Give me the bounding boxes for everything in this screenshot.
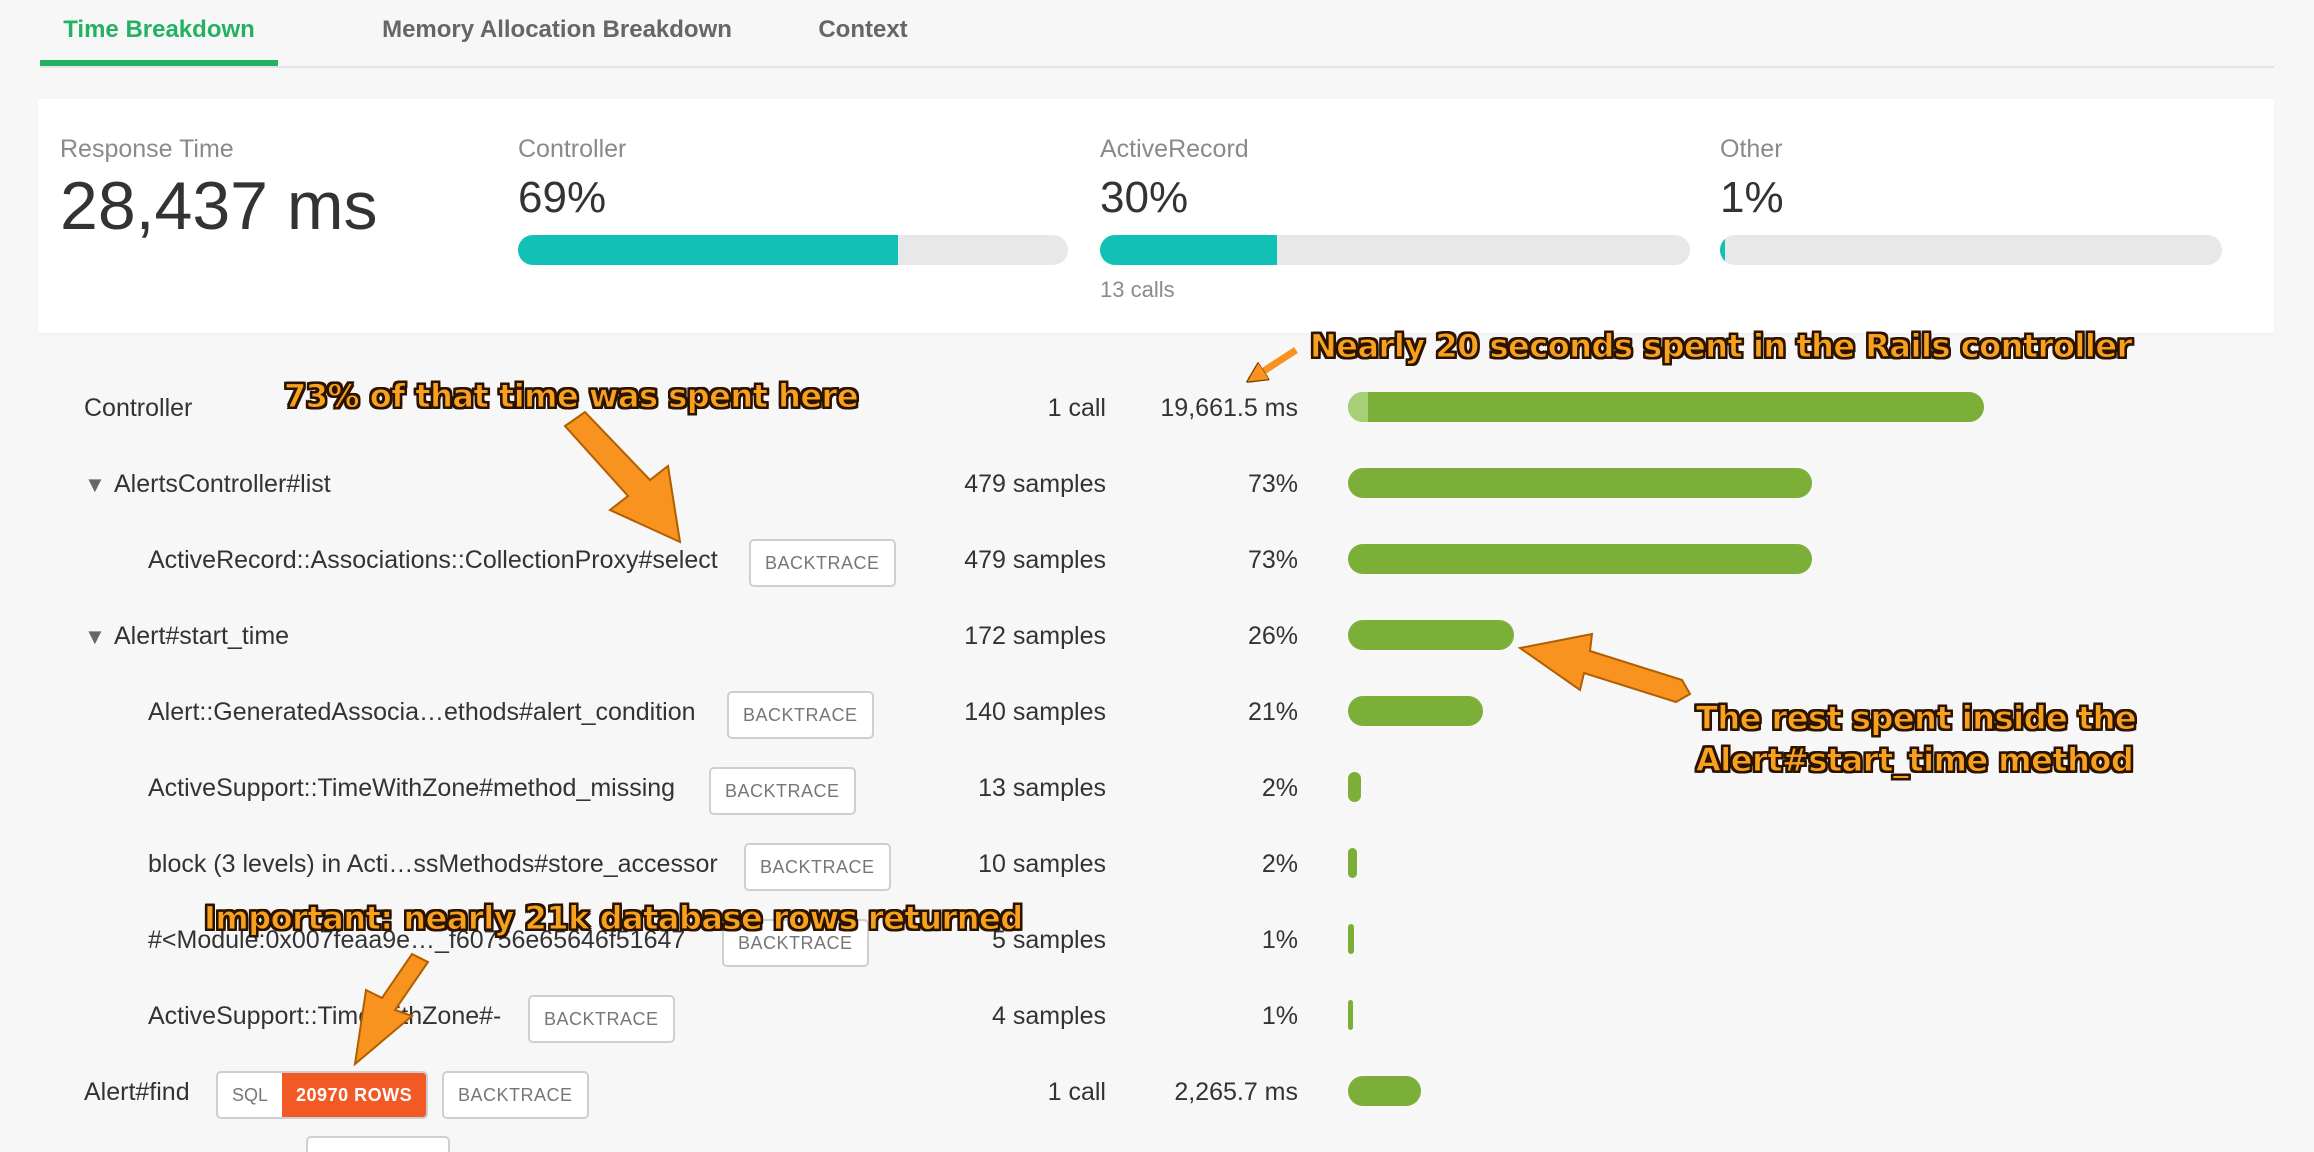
row-name: #<Module:0x007feaa9e…_f60756e65646f51647	[148, 926, 686, 954]
controller-percent: 69%	[518, 173, 607, 222]
sql-rows-badge[interactable]: SQL 20970 ROWS	[216, 1071, 429, 1119]
table-row-store-accessor[interactable]: block (3 levels) in Acti…ssMethods#store…	[0, 826, 2314, 902]
activerecord-calls: 13 calls	[1100, 277, 1175, 302]
backtrace-button[interactable]: BACKTRACE	[727, 691, 874, 739]
other-bar-fill	[1720, 235, 1726, 265]
row-name-group: ▼ AlertsController#list	[84, 446, 331, 522]
row-bar	[1348, 1076, 1421, 1106]
backtrace-button[interactable]: BACKTRACE	[722, 919, 869, 967]
table-row-alert-start-time[interactable]: ▼ Alert#start_time 172 samples 26%	[0, 598, 2314, 674]
row-name: AlertsController#list	[114, 470, 331, 498]
summary-card: Response Time 28,437 ms Controller 69% A…	[38, 99, 2274, 333]
tab-memory-allocation-breakdown[interactable]: Memory Allocation Breakdown	[382, 16, 732, 43]
table-row-alerts-controller-list[interactable]: ▼ AlertsController#list 479 samples 73%	[0, 446, 2314, 522]
table-row-collection-proxy-select[interactable]: ActiveRecord::Associations::CollectionPr…	[0, 522, 2314, 598]
row-bar	[1348, 468, 1812, 498]
row-bar	[1348, 696, 1483, 726]
row-value: 2,265.7 ms	[1174, 1078, 1298, 1106]
controller-bar-fill	[518, 235, 898, 265]
activerecord-label: ActiveRecord	[1100, 135, 1249, 163]
row-count: 4 samples	[992, 1002, 1106, 1030]
row-value: 73%	[1247, 470, 1298, 498]
row-count: 140 samples	[964, 698, 1106, 726]
tab-context[interactable]: Context	[818, 16, 908, 43]
row-value: 2%	[1261, 850, 1298, 878]
row-name: ActiveRecord::Associations::CollectionPr…	[148, 546, 718, 574]
row-value: 26%	[1247, 622, 1298, 650]
rows-returned-badge: 20970 ROWS	[282, 1073, 427, 1117]
backtrace-button[interactable]: BACKTRACE	[749, 539, 896, 587]
next-row-button-partial	[306, 1136, 450, 1152]
other-label: Other	[1720, 135, 1783, 163]
backtrace-button[interactable]: BACKTRACE	[744, 843, 891, 891]
table-row-alert-find[interactable]: Alert#find SQL 20970 ROWS BACKTRACE 1 cal…	[0, 1054, 2314, 1130]
row-bar	[1348, 848, 1357, 878]
row-bar-highlight	[1348, 392, 1368, 422]
row-bar	[1348, 772, 1361, 802]
tab-bar: Time Breakdown Memory Allocation Breakdo…	[40, 0, 2274, 68]
annotation-select-note: 73% of that time was spent here	[283, 377, 859, 416]
activerecord-bar-fill	[1100, 235, 1277, 265]
row-name: Alert::GeneratedAssocia…ethods#alert_con…	[148, 698, 696, 726]
row-value: 2%	[1261, 774, 1298, 802]
activerecord-bar	[1100, 235, 1690, 265]
row-bar	[1348, 544, 1812, 574]
row-name: Controller	[84, 394, 193, 422]
response-time-value: 28,437 ms	[60, 168, 378, 244]
annotation-rows-note: Important: nearly 21k database rows retu…	[204, 899, 1024, 938]
row-bar	[1348, 1000, 1353, 1030]
row-count: 479 samples	[964, 470, 1106, 498]
row-bar	[1348, 392, 1984, 422]
backtrace-button[interactable]: BACKTRACE	[528, 995, 675, 1043]
sql-label: SQL	[232, 1085, 269, 1105]
tab-time-breakdown[interactable]: Time Breakdown	[40, 0, 278, 66]
row-count: 1 call	[1047, 1078, 1106, 1106]
controller-label: Controller	[518, 135, 627, 163]
row-value: 1%	[1261, 1002, 1298, 1030]
row-value: 73%	[1247, 546, 1298, 574]
row-count: 1 call	[1047, 394, 1106, 422]
row-name: ActiveSupport::TimeWithZone#method_missi…	[148, 774, 676, 802]
row-name: Alert#find	[84, 1078, 190, 1106]
row-bar	[1348, 924, 1354, 954]
row-count: 10 samples	[978, 850, 1106, 878]
table-row-alert-condition[interactable]: Alert::GeneratedAssocia…ethods#alert_con…	[0, 674, 2314, 750]
row-name-group: ▼ Alert#start_time	[84, 598, 289, 674]
caret-down-icon[interactable]: ▼	[84, 472, 106, 497]
row-count: 172 samples	[964, 622, 1106, 650]
response-time-label: Response Time	[60, 135, 234, 163]
other-bar	[1720, 235, 2222, 265]
breakdown-table: Controller 1 call 19,661.5 ms ▼ AlertsCon…	[0, 336, 2314, 1152]
row-value: 21%	[1247, 698, 1298, 726]
backtrace-button[interactable]: BACKTRACE	[709, 767, 856, 815]
annotation-controller-note: Nearly 20 seconds spent in the Rails con…	[1310, 327, 2133, 366]
row-count: 5 samples	[992, 926, 1106, 954]
row-value: 1%	[1261, 926, 1298, 954]
backtrace-button[interactable]: BACKTRACE	[442, 1071, 589, 1119]
row-name: ActiveSupport::TimeWithZone#-	[148, 1002, 502, 1030]
row-count: 479 samples	[964, 546, 1106, 574]
controller-bar	[518, 235, 1068, 265]
table-row-module[interactable]: #<Module:0x007feaa9e…_f60756e65646f51647…	[0, 902, 2314, 978]
table-row-time-with-zone-minus[interactable]: ActiveSupport::TimeWithZone#- BACKTRACE …	[0, 978, 2314, 1054]
row-bar	[1348, 620, 1514, 650]
other-percent: 1%	[1720, 173, 1784, 222]
row-count: 13 samples	[978, 774, 1106, 802]
caret-down-icon[interactable]: ▼	[84, 624, 106, 649]
table-row-method-missing[interactable]: ActiveSupport::TimeWithZone#method_missi…	[0, 750, 2314, 826]
annotation-start-time-note-line1: The rest spent inside the	[1695, 699, 2137, 738]
activerecord-percent: 30%	[1100, 173, 1189, 222]
row-value: 19,661.5 ms	[1160, 394, 1298, 422]
row-name: block (3 levels) in Acti…ssMethods#store…	[148, 850, 718, 878]
annotation-start-time-note-line2: Alert#start_time method	[1695, 741, 2134, 780]
table-row-controller[interactable]: Controller 1 call 19,661.5 ms	[0, 370, 2314, 446]
row-name: Alert#start_time	[114, 622, 290, 650]
